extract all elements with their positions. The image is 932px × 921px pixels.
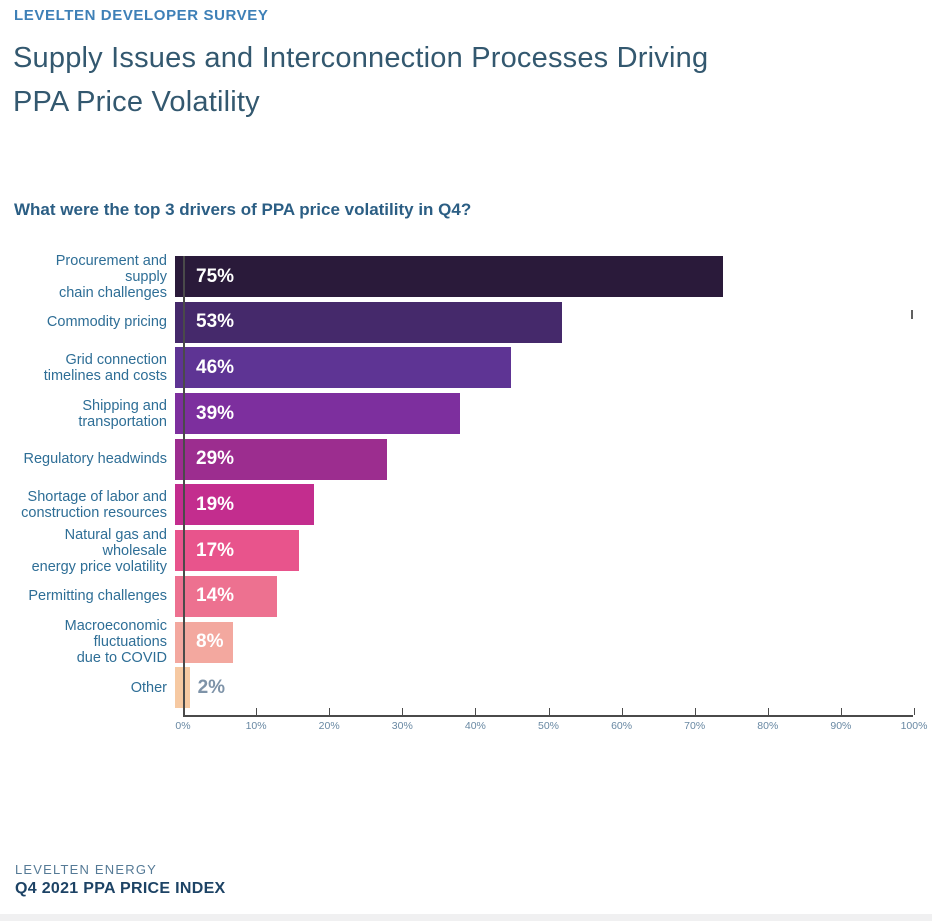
axis-tick (767, 708, 769, 715)
axis-tick-label: 20% (318, 720, 340, 732)
bar: 29% (175, 438, 387, 480)
bar: 75% (175, 256, 723, 297)
axis-tick (548, 708, 550, 715)
value-label: 39% (196, 402, 235, 424)
bar-track: 39% (175, 393, 905, 435)
footer-report-title: Q4 2021 PPA PRICE INDEX (15, 880, 226, 897)
axis-tick (475, 708, 477, 715)
bar-track: 53% (175, 301, 905, 343)
axis-tick-label: 90% (830, 720, 852, 732)
axis-tick-label: 80% (757, 720, 779, 732)
bar-track: 2% (175, 667, 905, 709)
axis-tick (256, 708, 258, 715)
axis-tick-label: 40% (464, 720, 486, 732)
bar-track: 14% (175, 575, 905, 617)
category-label: Shipping and transportation (78, 397, 167, 430)
bar: 14% (175, 575, 278, 617)
value-label: 2% (197, 676, 226, 698)
bar-track: 8% (175, 621, 905, 663)
chart-row: Regulatory headwinds 29% (14, 438, 913, 480)
axis-tick (914, 708, 915, 715)
category-label: Procurement and supply chain challenges (55, 252, 167, 301)
bar: 53% (175, 301, 562, 343)
chart-row: Grid connection timelines and costs 46% (14, 347, 913, 389)
category-label: Commodity pricing (46, 314, 167, 331)
page-title: Supply Issues and Interconnection Proces… (13, 42, 709, 118)
chart-row: Procurement and supply chain challenges 7… (14, 253, 913, 301)
x-axis-tick-labels: 0% 10% 20% 30% 40% 50% 60% 70% 80% 90% 100% (175, 720, 927, 734)
bar-track: 75% (175, 256, 905, 297)
axis-tick-label: 0% (175, 720, 191, 732)
axis-tick (694, 708, 696, 715)
bar-track: 46% (175, 347, 905, 389)
eyebrow-label: LEVELTEN DEVELOPER SURVEY (14, 7, 269, 24)
chart-row: Other 2% (14, 667, 913, 709)
axis-tick-label: 30% (391, 720, 413, 732)
value-label: 14% (196, 585, 235, 607)
bar: 46% (175, 347, 511, 389)
bar-chart: Procurement and supply chain challenges 7… (14, 253, 913, 713)
bar-track: 29% (175, 438, 905, 480)
chart-row: Macroeconomic fluctuations due to COVID 8… (14, 618, 913, 666)
axis-tick (183, 708, 184, 715)
screenshot-artifact-mark (911, 310, 913, 319)
y-axis-line (183, 256, 185, 717)
axis-tick-label: 50% (537, 720, 560, 732)
bar: 17% (175, 530, 300, 572)
bar: 19% (175, 484, 314, 526)
axis-tick-label: 10% (245, 720, 267, 732)
axis-tick (402, 708, 404, 715)
axis-tick (329, 708, 331, 715)
category-label: Natural gas and wholesale energy price v… (31, 526, 167, 575)
chart-row: Shipping and transportation 39% (14, 393, 913, 435)
value-label: 46% (196, 356, 235, 378)
axis-tick (840, 708, 842, 715)
value-label: 53% (196, 311, 235, 333)
category-label: Shortage of labor and construction resou… (21, 488, 167, 521)
category-label: Regulatory headwinds (23, 451, 167, 468)
chart-row: Shortage of labor and construction resou… (14, 484, 913, 526)
category-label: Grid connection timelines and costs (43, 351, 167, 384)
bar-track: 19% (175, 484, 905, 526)
axis-tick-label: 70% (684, 720, 706, 732)
chart-question: What were the top 3 drivers of PPA price… (14, 200, 472, 219)
chart-row: Natural gas and wholesale energy price v… (14, 527, 913, 575)
x-axis-line (183, 715, 913, 717)
x-axis-ticks (183, 708, 915, 715)
category-label: Macroeconomic fluctuations due to COVID (64, 618, 167, 666)
chart-row: Permitting challenges 14% (14, 575, 913, 617)
bar (175, 667, 190, 709)
bar: 39% (175, 393, 460, 435)
axis-tick (621, 708, 623, 715)
value-label: 17% (196, 539, 235, 561)
value-label: 75% (196, 265, 235, 287)
chart-row: Commodity pricing 53% (14, 301, 913, 343)
value-label: 29% (196, 448, 235, 470)
axis-tick-label: 60% (611, 720, 633, 732)
value-label: 19% (196, 493, 235, 515)
bar-track: 17% (175, 530, 905, 572)
axis-tick-label: 100% (900, 720, 928, 732)
category-label: Other (130, 679, 167, 696)
value-label: 8% (196, 631, 224, 652)
bottom-edge-strip (0, 914, 932, 921)
bar-rows: Procurement and supply chain challenges 7… (14, 253, 913, 709)
category-label: Permitting challenges (28, 588, 167, 605)
footer-company: LEVELTEN ENERGY (15, 862, 158, 877)
